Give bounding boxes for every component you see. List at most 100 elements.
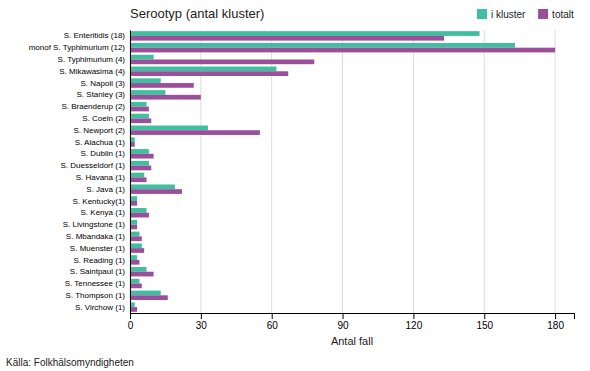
y-tick: S. Typhimurium (4) [58, 55, 130, 64]
grid-line [413, 30, 414, 313]
y-tick: S. Stanley (3) [77, 90, 130, 99]
bar [130, 291, 161, 296]
bar [130, 95, 201, 100]
x-tick: 0 [128, 313, 134, 331]
y-tick: S. Newport (2) [73, 126, 130, 135]
bar [130, 284, 142, 289]
y-tick: S. Saintpaul (1) [70, 267, 130, 276]
x-tick: 30 [196, 313, 208, 331]
bar [130, 196, 137, 201]
x-tick: 180 [547, 313, 564, 331]
y-tick-label: S. Java (1) [86, 185, 125, 194]
y-tick: S. Enteritidis (18) [64, 31, 130, 40]
x-axis-line [131, 314, 575, 320]
y-tick: S. Reading (1) [73, 255, 130, 264]
bar-series [130, 31, 515, 307]
y-tick-label: S. Havana (1) [76, 173, 126, 182]
y-tick-label: S. Muenster (1) [70, 244, 125, 253]
y-tick-label: S. Virchow (1) [75, 303, 125, 312]
bar [130, 126, 208, 131]
y-tick: S. Mikawasima (4) [59, 67, 130, 76]
y-tick-label: S. Tennessee (1) [65, 279, 126, 288]
bar [130, 114, 149, 119]
y-tick: S. Braenderup (2) [61, 102, 130, 111]
y-tick-label: S. Newport (2) [73, 126, 125, 135]
grid-line [342, 30, 343, 313]
y-tick: S. Alachua (1) [75, 138, 130, 147]
bar [130, 36, 444, 41]
title: Serootyp (antal kluster) [130, 6, 264, 21]
annotation: Källa: Folkhälsomyndigheten [6, 357, 134, 368]
bar [130, 260, 139, 265]
y-tick-label: S. Thompson (1) [66, 291, 126, 300]
y-tick-label: S. Napoli (3) [81, 79, 126, 88]
x-tick: 60 [267, 313, 279, 331]
grid-line [484, 30, 485, 313]
x-tick-mark [201, 313, 202, 319]
bar [130, 31, 480, 36]
bars [130, 31, 555, 312]
bar [130, 248, 144, 253]
bar [130, 220, 137, 225]
bar [130, 59, 314, 64]
x-tick: 90 [337, 313, 349, 331]
y-tick-label: S. Typhimurium (4) [58, 55, 126, 64]
bar [130, 236, 142, 241]
bar [130, 295, 168, 300]
y-tick: S. Muenster (1) [70, 244, 130, 253]
y-tick-label: S. Mbandaka (1) [66, 232, 125, 241]
x-tick-mark [130, 313, 131, 319]
bar [130, 213, 149, 218]
bar [130, 154, 154, 159]
legend-label: i kluster [491, 9, 526, 20]
y-tick: S. Tennessee (1) [65, 279, 130, 288]
x-tick-mark [555, 313, 556, 319]
x-tick-mark [413, 313, 414, 319]
x-tick: 150 [476, 313, 493, 331]
legend-label: totalt [552, 9, 574, 20]
y-tick: S. Dublin (1) [81, 149, 130, 158]
bar [130, 130, 260, 135]
x-tick-label: 180 [547, 320, 564, 331]
x-tick-label: 90 [337, 320, 349, 331]
y-tick: S. Kentucky(1) [73, 197, 130, 206]
bar [130, 184, 175, 189]
bar-series [130, 36, 555, 312]
bar [130, 177, 147, 182]
bar [130, 107, 149, 112]
x-axis-title: Antal fall [331, 335, 373, 347]
y-tick-label: S. Reading (1) [73, 255, 125, 264]
y-tick-label: S. Coeln (2) [82, 114, 125, 123]
bar [130, 208, 147, 213]
bar [130, 43, 515, 48]
x-tick-label: 60 [267, 320, 279, 331]
x-axis: 0 30 60 90 120 150 180 [128, 313, 575, 331]
y-axis: S. Enteritidis (18) monof S. Typhimurium … [29, 31, 131, 314]
y-tick: S. Thompson (1) [66, 291, 130, 300]
bar [130, 48, 555, 53]
bar [130, 225, 137, 230]
y-tick-label: S. Livingstone (1) [63, 220, 126, 229]
legend-swatch [538, 9, 548, 19]
bar [130, 201, 137, 206]
bar [130, 67, 276, 72]
bar [130, 161, 149, 166]
x-tick-label: 30 [196, 320, 208, 331]
bar [130, 83, 194, 88]
x-tick-mark [484, 313, 485, 319]
y-tick-label: S. Stanley (3) [77, 90, 126, 99]
bar [130, 307, 137, 312]
y-tick-label: monof S. Typhimurium (12) [29, 43, 126, 52]
y-tick-label: S. Dublin (1) [81, 149, 126, 158]
legend-item: i kluster [477, 9, 526, 20]
y-tick: S. Havana (1) [76, 173, 130, 182]
x-tick-mark [343, 313, 344, 319]
y-tick: S. Livingstone (1) [63, 220, 130, 229]
bar [130, 255, 137, 260]
bar [130, 71, 288, 76]
x-tick: 120 [406, 313, 423, 331]
y-tick-label: S. Alachua (1) [75, 138, 126, 147]
bar [130, 149, 149, 154]
y-tick: S. Duesseldorf (1) [61, 161, 130, 170]
x-tick-label: 0 [128, 320, 134, 331]
